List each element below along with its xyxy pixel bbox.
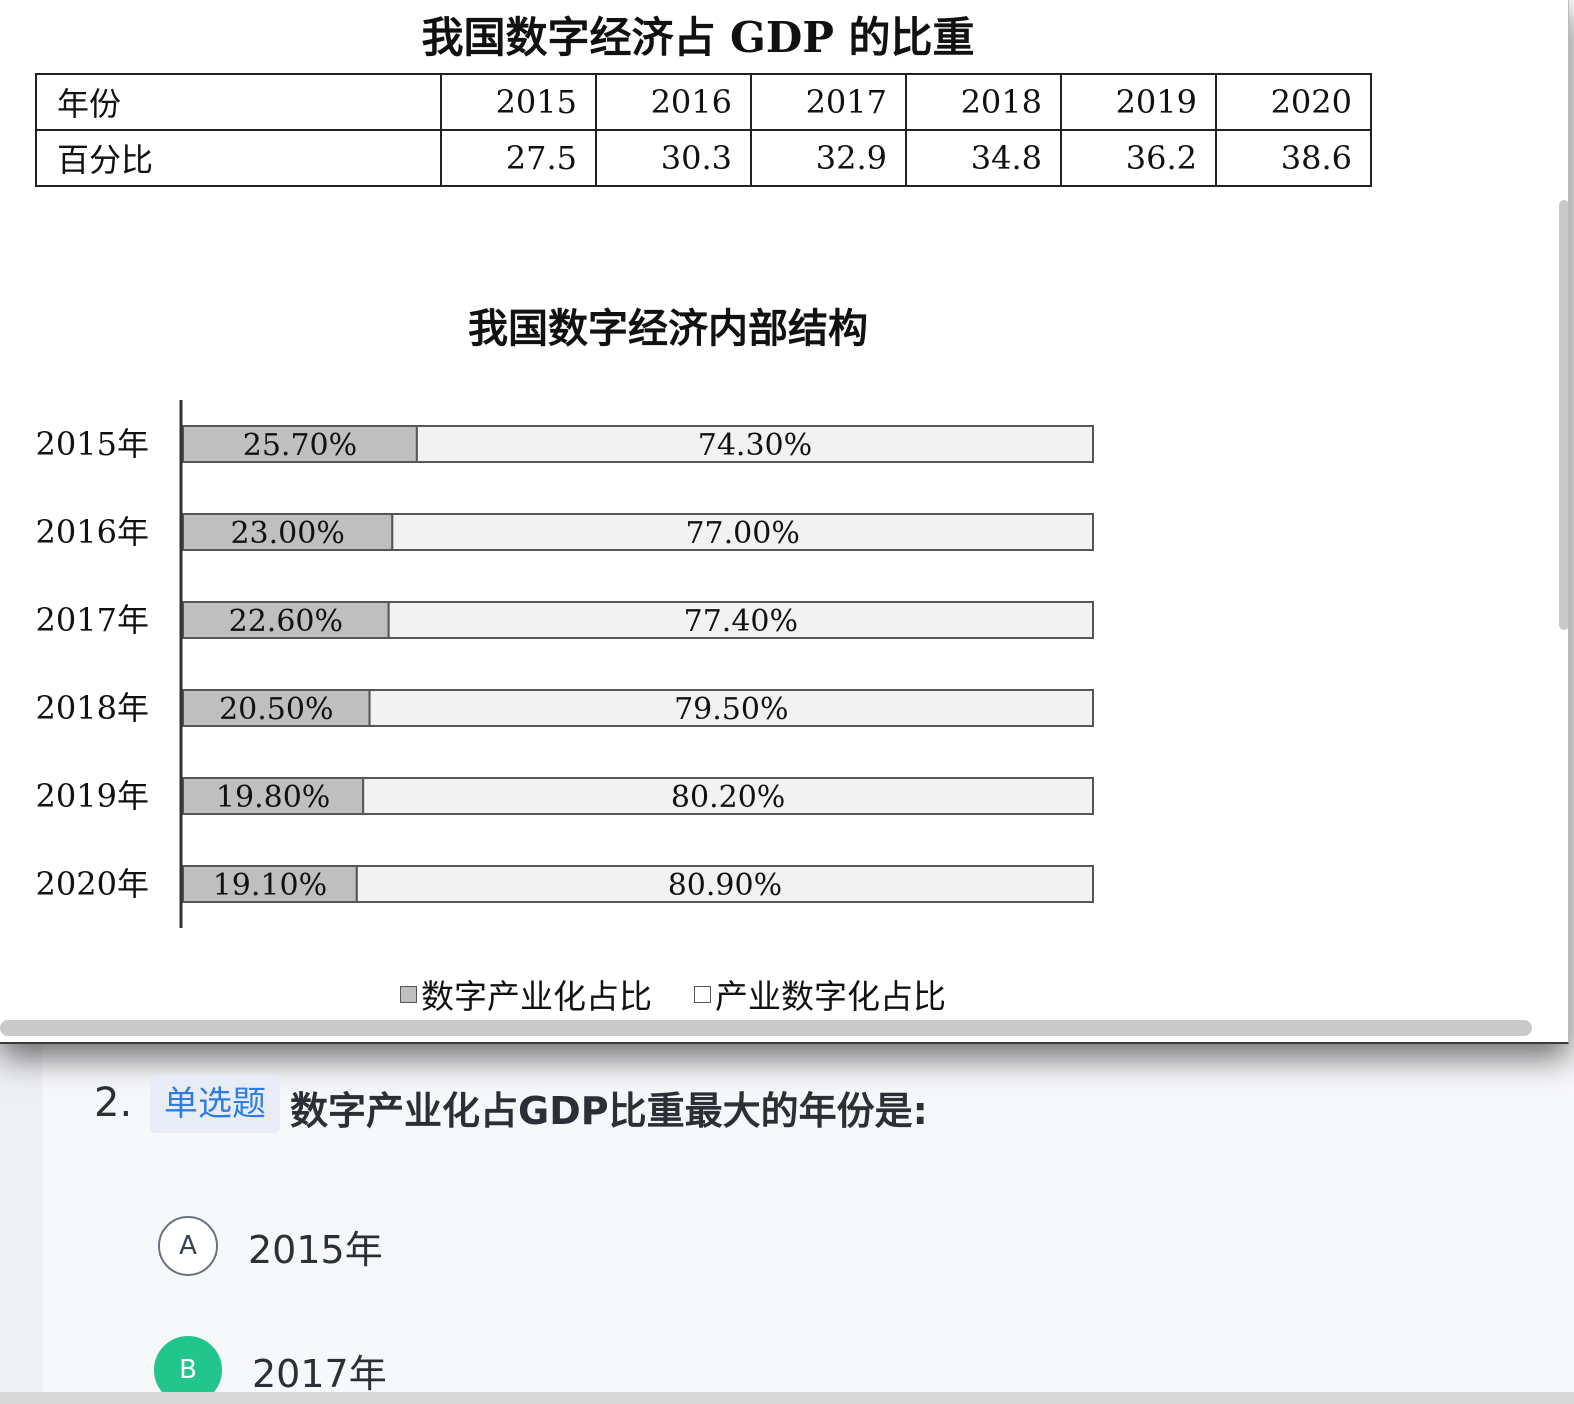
data-label: 25.70%	[243, 428, 357, 463]
data-label: 74.30%	[698, 428, 812, 463]
bar-segment	[415, 425, 1094, 463]
category-label: 2019年	[36, 777, 149, 815]
table-cell: 2020	[1215, 73, 1372, 131]
bottom-edge	[0, 1392, 1574, 1404]
data-label: 23.00%	[230, 516, 344, 551]
row-header-percent: 百分比	[35, 129, 442, 187]
category-label: 2017年	[36, 601, 149, 639]
bar-segment	[182, 601, 390, 639]
question-text: 数字产业化占GDP比重最大的年份是:	[290, 1089, 928, 1133]
content-background	[42, 1030, 1574, 1404]
legend-label: 产业数字化占比	[715, 977, 946, 1016]
category-label: 2015年	[36, 425, 149, 463]
option-letter-circle[interactable]: A	[158, 1216, 218, 1276]
data-label: 20.50%	[219, 692, 333, 727]
legend-item: 产业数字化占比	[694, 970, 946, 1018]
chart-title: 我国数字经济内部结构	[468, 305, 868, 352]
category-label: 2016年	[36, 513, 149, 551]
structure-bar-chart: 25.70% 74.30% 2015年 23.00% 77.00% 2016年 22.60%…	[36, 400, 1095, 928]
table-cell: 30.3	[595, 129, 752, 187]
table-cell: 38.6	[1215, 129, 1372, 187]
table-cell: 34.8	[905, 129, 1062, 187]
gdp-share-table: 年份 2015 2016 2017 2018 2019 2020 百分比 27.…	[35, 73, 1372, 187]
table-cell: 32.9	[750, 129, 907, 187]
horizontal-scrollbar[interactable]	[0, 1020, 1532, 1036]
option-text[interactable]: 2017年	[252, 1351, 387, 1396]
left-gutter	[0, 1030, 42, 1404]
vertical-scrollbar[interactable]	[1559, 200, 1568, 630]
question-type-badge: 单选题	[150, 1075, 280, 1133]
bar-segment	[182, 425, 418, 463]
table-cell: 2017	[750, 73, 907, 131]
chart-legend: 数字产业化占比 产业数字化占比	[400, 970, 988, 1018]
legend-label: 数字产业化占比	[421, 977, 652, 1016]
table-cell: 36.2	[1060, 129, 1217, 187]
legend-swatch	[694, 985, 711, 1003]
image-viewer[interactable]: 我国数字经济占 GDP 的比重 年份 2015 2016 2017 2018 2…	[0, 0, 1569, 1044]
option-text[interactable]: 2015年	[248, 1227, 383, 1272]
table-cell: 2016	[595, 73, 752, 131]
bar-segment	[355, 865, 1094, 903]
legend-item: 数字产业化占比	[400, 970, 652, 1018]
bar-segment	[182, 777, 365, 815]
bar-segment	[387, 601, 1095, 639]
data-label: 80.90%	[668, 868, 782, 903]
table-row: 百分比 27.5 30.3 32.9 34.8 36.2 38.6	[35, 129, 1372, 187]
data-label: 79.50%	[674, 692, 788, 727]
table-cell: 2018	[905, 73, 1062, 131]
bar-segment	[362, 777, 1094, 815]
data-label: 80.20%	[671, 780, 785, 815]
data-label: 19.80%	[216, 780, 330, 815]
table-row: 年份 2015 2016 2017 2018 2019 2020	[35, 73, 1372, 131]
table-title: 我国数字经济占 GDP 的比重	[421, 13, 975, 62]
category-label: 2020年	[36, 865, 149, 903]
bar-segment	[182, 513, 394, 551]
table-cell: 27.5	[440, 129, 597, 187]
category-label: 2018年	[36, 689, 149, 727]
data-label: 22.60%	[229, 604, 343, 639]
bar-segment	[182, 865, 358, 903]
option-a[interactable]: A 2015年	[158, 1216, 383, 1276]
table-cell: 2019	[1060, 73, 1217, 131]
legend-swatch	[400, 985, 417, 1003]
bar-segment	[391, 513, 1094, 551]
option-b[interactable]: B 2017年	[154, 1336, 387, 1404]
data-label: 77.40%	[684, 604, 798, 639]
data-label: 19.10%	[213, 868, 327, 903]
table-cell: 2015	[440, 73, 597, 131]
question-number: 2.	[94, 1080, 133, 1126]
data-label: 77.00%	[685, 516, 799, 551]
row-header-year: 年份	[35, 73, 442, 131]
bar-segment	[368, 689, 1094, 727]
